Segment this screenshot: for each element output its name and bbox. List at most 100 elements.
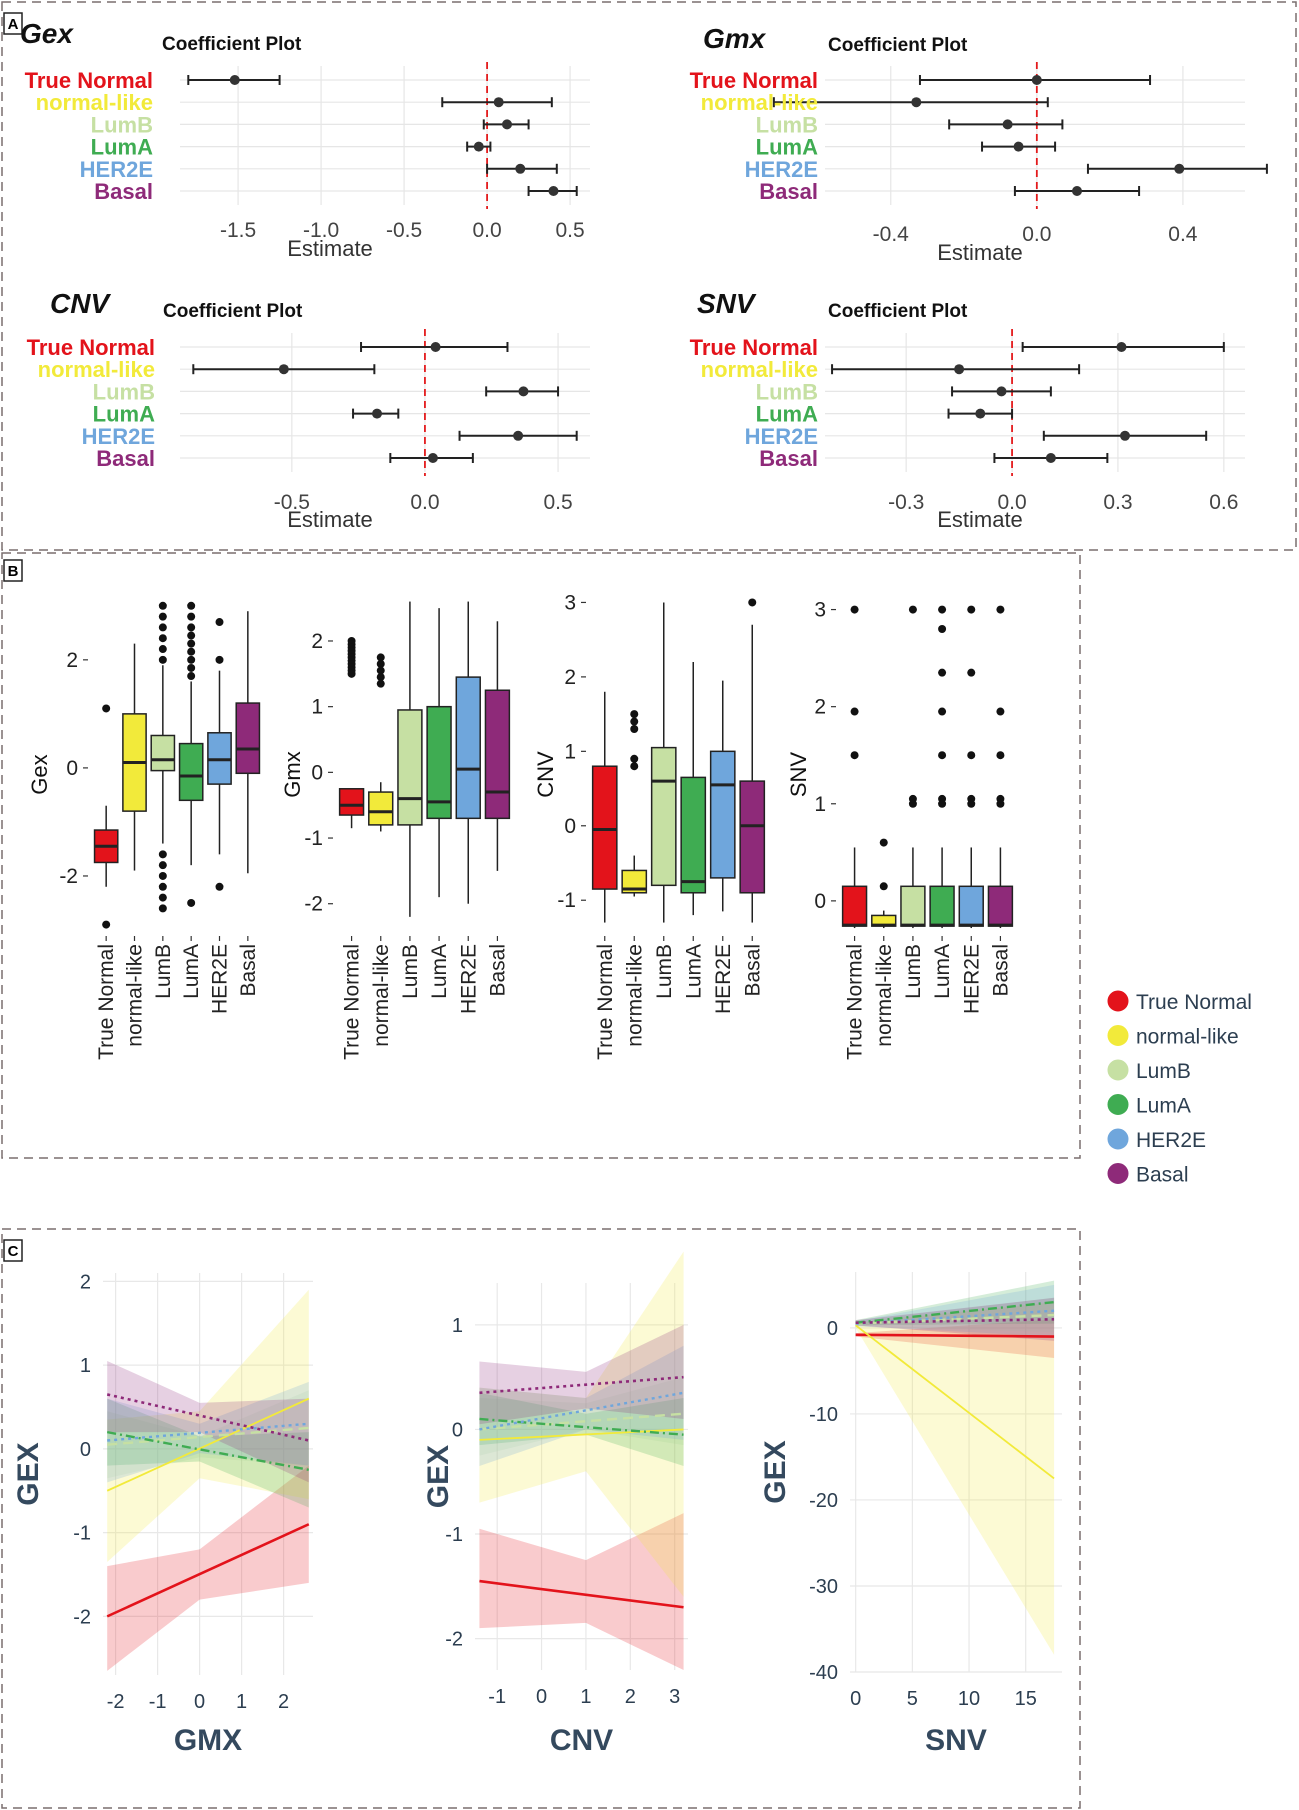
legend-label: True Normal (1136, 991, 1252, 1014)
outlier-point (967, 605, 976, 614)
fit-line (855, 1333, 1055, 1338)
outlier-point (630, 754, 639, 763)
x-tick-label: LumB (653, 944, 676, 999)
box (680, 776, 707, 894)
plot-subtitle: Gex (20, 18, 74, 49)
x-axis-label: Estimate (937, 240, 1023, 265)
category-label: LumB (93, 379, 155, 404)
y-tick-label: -1 (73, 1523, 91, 1545)
box (709, 750, 736, 879)
estimate-point (1120, 430, 1130, 441)
box (958, 885, 984, 927)
y-tick-label: -1 (557, 889, 576, 912)
x-tick-label: 0.0 (1022, 223, 1051, 246)
boxplot-cnv: -1 0 1 2 3 CNV True Normal normal-like LumB LumA H… (533, 591, 766, 1060)
fit-line (107, 1422, 309, 1442)
category-label: Basal (759, 446, 818, 471)
x-tick-label: LumA (931, 944, 954, 999)
boxplot-gmx: -2 -1 0 1 2 Gmx True Normal normal-like LumB LumA… (280, 601, 511, 1060)
outlier-point (158, 645, 167, 654)
fit-line (479, 1417, 684, 1436)
category-label: HER2E (80, 157, 153, 182)
category-label: True Normal (25, 68, 153, 93)
outlier-point (879, 882, 888, 891)
y-axis-label: Gmx (280, 751, 305, 797)
outlier-point (158, 871, 167, 880)
plot-subtitle: CNV (50, 288, 111, 319)
plot-title: Coefficient Plot (828, 35, 968, 56)
y-axis-label: GEX (422, 1445, 455, 1508)
plot-title: Coefficient Plot (828, 301, 968, 322)
y-tick-label: 1 (80, 1355, 91, 1377)
confidence-band (479, 1324, 684, 1425)
outlier-point (996, 799, 1005, 808)
y-tick-label: 0 (827, 1318, 838, 1340)
y-tick-label: 1 (814, 793, 826, 816)
x-tick-label: 0.0 (472, 219, 501, 242)
panel-a-coefficient-plots: True Normalnormal-likeLumBLumAHER2EBasal… (20, 18, 1268, 532)
confidence-band (107, 1390, 309, 1479)
box (338, 788, 365, 816)
x-tick-label: 1 (236, 1691, 247, 1713)
x-tick-label: 0 (194, 1691, 205, 1713)
outlier-point (376, 659, 385, 668)
estimate-point (954, 364, 965, 375)
x-tick-label: HER2E (712, 944, 735, 1014)
fit-line (106, 1430, 310, 1471)
confidence-band (479, 1251, 684, 1597)
estimate-point (1174, 163, 1185, 174)
y-tick-label: 2 (66, 649, 78, 672)
outlier-point (376, 666, 385, 675)
outlier-point (996, 707, 1005, 716)
category-label: LumB (756, 379, 818, 404)
category-label: LumA (91, 135, 153, 160)
x-tick-label: 0.5 (543, 491, 572, 514)
outlier-point (748, 598, 757, 607)
x-tick-label: -1 (149, 1691, 167, 1713)
y-tick-label: -20 (809, 1490, 838, 1512)
category-label: LumB (756, 112, 818, 137)
y-tick-label: -40 (809, 1662, 838, 1684)
boxplot-gex: -2 0 2 Gex True Normal normal-like LumB LumA HER… (27, 601, 261, 1060)
category-label: Basal (96, 446, 155, 471)
x-tick-label: -0.3 (888, 491, 924, 514)
x-tick-label: 0.3 (1103, 491, 1132, 514)
fit-line (855, 1324, 1055, 1480)
category-label: normal-like (701, 357, 818, 382)
outlier-point (967, 668, 976, 677)
x-tick-label: True Normal (594, 944, 617, 1060)
panel-a-letter: A (8, 16, 19, 33)
y-axis-label: GEX (759, 1440, 792, 1503)
estimate-point (229, 75, 240, 85)
outlier-point (158, 893, 167, 902)
x-tick-label: True Normal (341, 944, 364, 1060)
x-tick-label: -0.5 (274, 491, 310, 514)
panel-b-badge: B (3, 559, 23, 582)
outlier-point (158, 850, 167, 859)
box (650, 746, 677, 887)
fit-line (107, 1426, 309, 1446)
y-tick-label: -2 (59, 865, 78, 888)
outlier-point (630, 717, 639, 726)
outlier-point (158, 601, 167, 610)
outlier-point (158, 904, 167, 913)
y-tick-label: 3 (564, 591, 576, 614)
fit-line (479, 1579, 684, 1609)
y-tick-label: 0 (452, 1419, 463, 1441)
category-label: normal-like (701, 90, 818, 115)
x-axis-label: Estimate (287, 236, 373, 261)
estimate-point (427, 453, 438, 463)
plot-title: Coefficient Plot (163, 301, 303, 322)
outlier-point (630, 725, 639, 733)
outlier-point (996, 751, 1005, 760)
x-tick-label: Basal (486, 944, 509, 997)
legend-label: LumA (1136, 1095, 1191, 1118)
estimate-point (1072, 186, 1082, 196)
outlier-point (938, 707, 947, 716)
outlier-point (938, 799, 947, 808)
x-tick-label: -0.4 (873, 223, 910, 246)
x-tick-label: 0.4 (1168, 223, 1198, 246)
estimate-point (518, 386, 529, 397)
category-label: HER2E (745, 424, 818, 449)
outlier-point (850, 605, 859, 614)
